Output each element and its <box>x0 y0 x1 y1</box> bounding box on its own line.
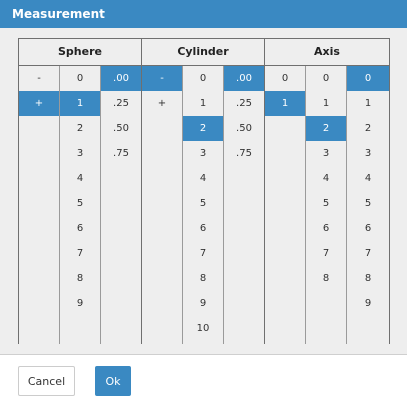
sphere-option[interactable]: .00 <box>101 66 141 91</box>
sphere-option[interactable]: 6 <box>76 223 84 234</box>
cylinder-option[interactable]: 7 <box>199 248 207 259</box>
cylinder-option[interactable]: 9 <box>199 298 207 309</box>
axis-option[interactable]: 0 <box>347 66 389 91</box>
cylinder-option[interactable]: .00 <box>224 66 264 91</box>
axis-option[interactable]: 8 <box>364 273 372 284</box>
sphere-option[interactable]: 0 <box>76 73 84 84</box>
sphere-option[interactable]: 5 <box>76 198 84 209</box>
axis-option[interactable]: 1 <box>265 91 305 116</box>
group-divider <box>141 38 142 344</box>
cylinder-option[interactable]: 0 <box>199 73 207 84</box>
sphere-option[interactable]: 4 <box>76 173 84 184</box>
dialog-title: Measurement <box>0 0 407 28</box>
cylinder-option[interactable]: .25 <box>236 98 252 109</box>
axis-option[interactable]: 4 <box>364 173 372 184</box>
sphere-option[interactable]: - <box>37 73 41 84</box>
axis-option[interactable]: 0 <box>281 73 289 84</box>
sphere-option[interactable]: 2 <box>76 123 84 134</box>
measurement-panel: Sphere Cylinder Axis - +0 1 2 3 4 5 6 7 8 9.00.25.… <box>0 28 407 355</box>
cylinder-option[interactable]: 10 <box>196 323 210 334</box>
ok-button[interactable]: Ok <box>95 366 131 396</box>
sphere-option[interactable]: 9 <box>76 298 84 309</box>
dialog-footer: Cancel Ok <box>0 356 407 407</box>
sphere-option[interactable]: .75 <box>113 148 129 159</box>
sphere-option[interactable]: + <box>19 91 59 116</box>
cancel-button[interactable]: Cancel <box>18 366 75 396</box>
column-divider <box>346 66 347 344</box>
cylinder-option[interactable]: .50 <box>236 123 252 134</box>
axis-option[interactable]: 8 <box>322 273 330 284</box>
axis-option[interactable]: 5 <box>364 198 372 209</box>
cylinder-option[interactable]: 6 <box>199 223 207 234</box>
cylinder-option[interactable]: - <box>142 66 182 91</box>
axis-option[interactable]: 6 <box>322 223 330 234</box>
sphere-option[interactable]: 7 <box>76 248 84 259</box>
column-divider <box>100 66 101 344</box>
sphere-option[interactable]: 3 <box>76 148 84 159</box>
cylinder-option[interactable]: 1 <box>199 98 207 109</box>
cylinder-option[interactable]: 4 <box>199 173 207 184</box>
sphere-option[interactable]: .25 <box>113 98 129 109</box>
axis-option[interactable]: 7 <box>322 248 330 259</box>
axis-option[interactable]: 2 <box>364 123 372 134</box>
sphere-header: Sphere <box>58 45 102 58</box>
axis-option[interactable]: 5 <box>322 198 330 209</box>
axis-option[interactable]: 7 <box>364 248 372 259</box>
axis-option[interactable]: 1 <box>322 98 330 109</box>
axis-header: Axis <box>314 45 340 58</box>
axis-option[interactable]: 3 <box>322 148 330 159</box>
column-divider <box>59 66 60 344</box>
group-header-row: Sphere Cylinder Axis <box>19 38 389 66</box>
column-divider <box>182 66 183 344</box>
column-divider <box>305 66 306 344</box>
axis-option[interactable]: 0 <box>322 73 330 84</box>
axis-option[interactable]: 6 <box>364 223 372 234</box>
cylinder-option[interactable]: 8 <box>199 273 207 284</box>
axis-option[interactable]: 1 <box>364 98 372 109</box>
cylinder-option[interactable]: + <box>157 98 167 109</box>
sphere-option[interactable]: 1 <box>60 91 100 116</box>
column-divider <box>223 66 224 344</box>
axis-option[interactable]: 2 <box>306 116 346 141</box>
axis-option[interactable]: 3 <box>364 148 372 159</box>
cylinder-option[interactable]: 2 <box>183 116 223 141</box>
sphere-option[interactable]: 8 <box>76 273 84 284</box>
cylinder-header: Cylinder <box>177 45 229 58</box>
group-divider <box>264 38 265 344</box>
axis-option[interactable]: 4 <box>322 173 330 184</box>
cylinder-option[interactable]: .75 <box>236 148 252 159</box>
axis-option[interactable]: 9 <box>364 298 372 309</box>
measurement-table: Sphere Cylinder Axis - +0 1 2 3 4 5 6 7 8 9.00.25.… <box>18 38 390 344</box>
cylinder-option[interactable]: 5 <box>199 198 207 209</box>
cylinder-option[interactable]: 3 <box>199 148 207 159</box>
sphere-option[interactable]: .50 <box>113 123 129 134</box>
